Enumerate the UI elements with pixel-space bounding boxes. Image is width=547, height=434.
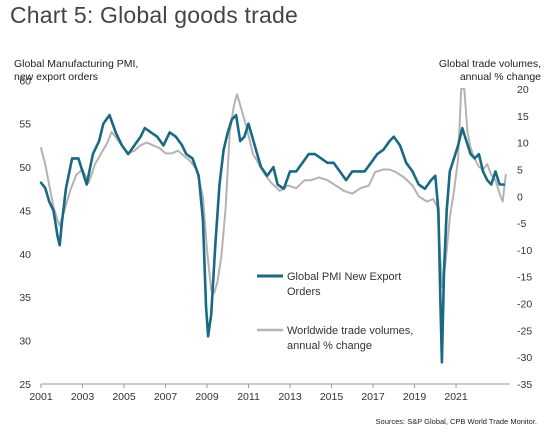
right-tick-label: -35 — [517, 379, 532, 391]
x-tick-label: 2001 — [29, 391, 53, 403]
x-tick-label: 2013 — [278, 391, 302, 403]
left-tick-label: 25 — [19, 379, 31, 391]
right-tick-label: -25 — [517, 325, 532, 337]
chart-title: Chart 5: Global goods trade — [10, 2, 298, 28]
left-tick-label: 55 — [19, 119, 31, 131]
right-tick-label: -30 — [517, 352, 532, 364]
left-tick-label: 30 — [19, 336, 31, 348]
left-axis-title-line-1: Global Manufacturing PMI, — [14, 58, 139, 70]
right-tick-label: -15 — [517, 272, 532, 284]
left-tick-label: 40 — [19, 249, 31, 261]
legend-label: Global PMI New Export — [287, 271, 401, 283]
series-line-pmi-export-orders — [39, 113, 506, 364]
right-tick-label: 20 — [517, 84, 529, 96]
left-axis-title-line-2: new export orders — [14, 71, 99, 83]
left-tick-label: 60 — [19, 75, 31, 87]
legend-label: Worldwide trade volumes, — [287, 325, 413, 337]
left-axis-title: Global Manufacturing PMI, new export ord… — [14, 58, 138, 84]
right-axis-title-line-1: Global trade volumes, — [438, 58, 541, 70]
x-tick-label: 2019 — [403, 391, 427, 403]
legend-label: Orders — [287, 286, 321, 298]
x-tick-label: 2017 — [361, 391, 385, 403]
x-tick-label: 2007 — [154, 391, 178, 403]
x-tick-label: 2009 — [195, 391, 219, 403]
left-tick-label: 45 — [19, 205, 31, 217]
x-tick-label: 2005 — [112, 391, 136, 403]
right-axis-title: Global trade volumes, annual % change — [439, 58, 541, 84]
x-tick-label: 2011 — [237, 391, 260, 403]
right-tick-label: -5 — [517, 218, 526, 230]
left-tick-label: 35 — [19, 292, 31, 304]
x-tick-label: 2003 — [71, 391, 95, 403]
right-tick-label: -20 — [517, 299, 532, 311]
x-tick-label: 2015 — [320, 391, 344, 403]
x-tick-label: 2021 — [444, 391, 468, 403]
right-tick-label: 10 — [517, 138, 529, 150]
right-tick-label: -10 — [517, 245, 532, 257]
right-tick-label: 15 — [517, 111, 529, 123]
right-axis-title-line-2: annual % change — [459, 71, 541, 83]
legend-label: annual % change — [287, 340, 372, 352]
right-tick-label: 0 — [517, 191, 523, 203]
left-tick-label: 50 — [19, 162, 31, 174]
source-note: Sources: S&P Global, CPB World Trade Mon… — [375, 417, 537, 426]
right-tick-label: 5 — [517, 164, 523, 176]
